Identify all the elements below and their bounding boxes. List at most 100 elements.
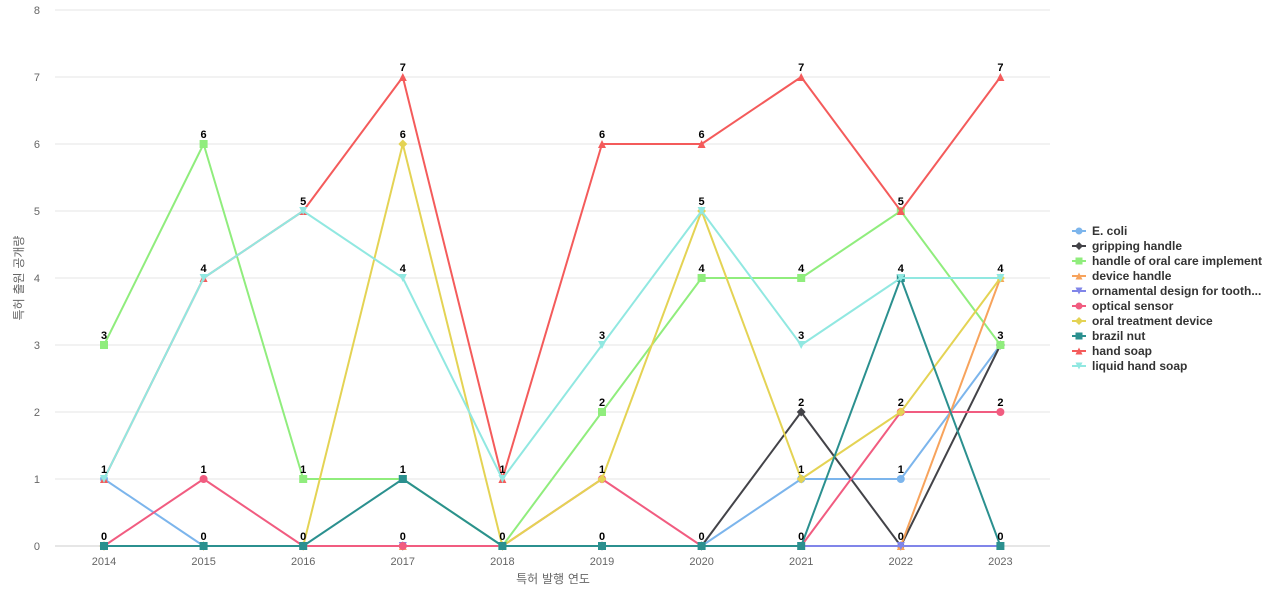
series-1 xyxy=(99,340,1005,551)
legend-item[interactable]: hand soap xyxy=(1072,344,1152,358)
series-line xyxy=(104,344,1002,547)
legend-item[interactable]: E. coli xyxy=(1072,224,1127,238)
legend-label: oral treatment device xyxy=(1092,314,1213,328)
legend-marker xyxy=(1075,362,1083,370)
legend-marker xyxy=(1075,287,1083,295)
data-label: 3 xyxy=(997,330,1003,342)
x-tick-label: 2023 xyxy=(988,556,1012,568)
x-tick-label: 2016 xyxy=(291,556,315,568)
y-tick-label: 8 xyxy=(34,5,40,17)
y-tick-label: 7 xyxy=(34,72,40,84)
y-tick-label: 2 xyxy=(34,407,40,419)
data-label: 2 xyxy=(898,397,904,409)
data-label: 7 xyxy=(400,62,406,74)
data-label: 0 xyxy=(101,531,107,543)
data-point xyxy=(797,542,806,550)
data-point xyxy=(398,475,407,483)
data-point xyxy=(697,542,706,550)
data-point xyxy=(996,274,1005,282)
data-label: 4 xyxy=(898,263,905,275)
data-point xyxy=(797,274,806,282)
legend-item[interactable]: optical sensor xyxy=(1072,299,1174,313)
series-lines xyxy=(99,73,1005,551)
data-label: 0 xyxy=(798,531,804,543)
x-tick-label: 2015 xyxy=(191,556,215,568)
data-point xyxy=(299,542,308,550)
data-label: 5 xyxy=(300,196,306,208)
data-label: 0 xyxy=(300,531,306,543)
data-point xyxy=(100,341,108,349)
data-label: 4 xyxy=(699,263,706,275)
data-label: 1 xyxy=(101,464,107,476)
data-point xyxy=(796,407,806,417)
data-label: 3 xyxy=(599,330,605,342)
data-label: 3 xyxy=(101,330,107,342)
legend-item[interactable]: device handle xyxy=(1072,269,1172,283)
y-tick-label: 4 xyxy=(34,273,40,285)
data-point xyxy=(199,274,208,282)
data-point xyxy=(896,475,905,483)
data-label: 3 xyxy=(798,330,804,342)
series-0 xyxy=(100,341,1005,550)
legend-item[interactable]: handle of oral care implement xyxy=(1072,254,1262,268)
data-label: 2 xyxy=(798,397,804,409)
data-point xyxy=(598,140,606,148)
data-label: 1 xyxy=(201,464,207,476)
series-line xyxy=(103,143,1002,547)
data-point xyxy=(996,542,1005,550)
y-axis: 0 1 2 3 4 5 6 7 8 xyxy=(34,5,40,553)
data-label: 6 xyxy=(201,129,207,141)
data-label: 1 xyxy=(898,464,904,476)
data-label: 4 xyxy=(400,263,407,275)
data-point xyxy=(896,407,906,417)
data-point xyxy=(299,475,308,483)
data-label: 4 xyxy=(201,263,208,275)
legend-item[interactable]: ornamental design for tooth... xyxy=(1072,284,1261,298)
y-tick-label: 3 xyxy=(34,340,40,352)
data-point xyxy=(996,73,1005,81)
legend-label: ornamental design for tooth... xyxy=(1092,284,1261,298)
data-point xyxy=(996,408,1005,416)
legend-label: E. coli xyxy=(1092,224,1127,238)
x-tick-label: 2022 xyxy=(889,556,913,568)
data-point xyxy=(896,274,905,282)
data-label: 4 xyxy=(997,263,1004,275)
legend-item[interactable]: gripping handle xyxy=(1072,239,1182,253)
data-point xyxy=(598,341,606,349)
legend-marker xyxy=(1075,302,1083,310)
data-point xyxy=(398,542,407,550)
data-label: 6 xyxy=(400,129,406,141)
data-label: 0 xyxy=(898,531,904,543)
data-point xyxy=(797,341,806,349)
data-label: 1 xyxy=(599,464,605,476)
data-label: 1 xyxy=(499,464,505,476)
data-point xyxy=(199,542,208,550)
y-axis-title: 특허 출원 공개량 xyxy=(12,236,26,321)
legend-marker xyxy=(1075,257,1083,265)
series-line xyxy=(103,344,1002,547)
series-line xyxy=(103,210,1001,480)
data-point xyxy=(498,475,507,483)
series-9 xyxy=(100,207,1005,483)
legend-item[interactable]: brazil nut xyxy=(1072,329,1145,343)
data-point xyxy=(199,140,208,148)
legend-marker xyxy=(1075,317,1083,325)
legend-item[interactable]: oral treatment device xyxy=(1072,314,1213,328)
data-labels: 3106410510764101063210654074321054210743… xyxy=(101,62,1004,543)
data-label: 7 xyxy=(997,62,1003,74)
x-tick-label: 2021 xyxy=(789,556,813,568)
legend-marker xyxy=(1075,347,1083,355)
data-label: 2 xyxy=(599,397,605,409)
data-point xyxy=(597,474,607,484)
data-label: 6 xyxy=(599,129,605,141)
data-point xyxy=(697,274,706,282)
legend-item[interactable]: liquid hand soap xyxy=(1072,359,1187,373)
data-label: 0 xyxy=(201,531,207,543)
data-point xyxy=(697,207,706,215)
data-point xyxy=(598,542,606,550)
x-tick-label: 2018 xyxy=(490,556,514,568)
data-point xyxy=(996,341,1005,349)
data-label: 0 xyxy=(599,531,605,543)
legend-label: liquid hand soap xyxy=(1092,359,1187,373)
